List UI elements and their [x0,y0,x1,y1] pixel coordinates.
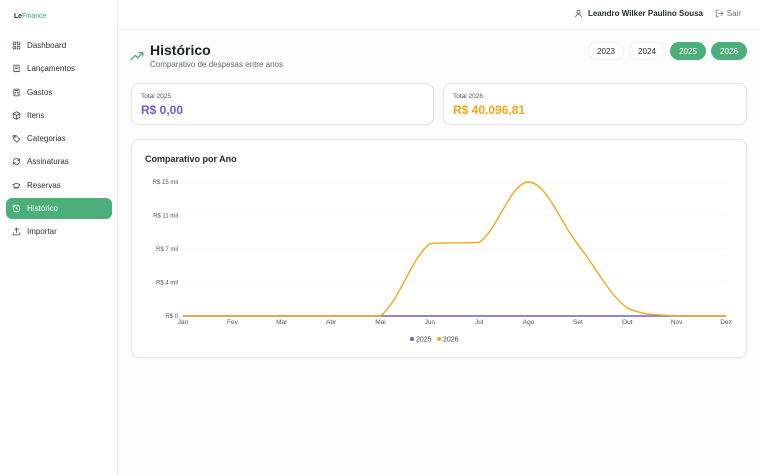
x-tick-label: Jul [475,319,484,326]
app-logo[interactable]: LeFinance [14,13,47,20]
y-tick-label: R$ 0 [165,314,178,320]
sidebar-item-itens[interactable]: Itens [6,105,112,126]
x-tick-label: Mai [375,319,385,326]
logout-label: Sair [726,9,741,18]
upload-icon [12,227,21,236]
page-title: Histórico [150,42,211,58]
sidebar-item-label: Lançamentos [27,64,76,74]
total-label: Total 2025 [141,93,171,100]
x-tick-label: Mar [276,319,288,326]
receipt-icon [13,65,20,73]
sidebar-nav: Dashboard Lançamentos Gastos Itens Categoria… [6,35,112,244]
tag-icon [12,135,21,143]
y-tick-label: R$ 11 mil [153,214,178,220]
top-bar: Leandro Wilker Paulino Sousa Sair [118,0,760,30]
logout-icon [715,9,724,18]
x-tick-label: Fev [227,319,239,326]
history-icon [12,204,21,212]
user-name: Leandro Wilker Paulino Sousa [587,9,703,18]
legend-marker-2025 [410,337,414,341]
x-tick-label: Nov [671,319,683,326]
x-tick-label: Dez [720,319,732,326]
total-value: R$ 40.096,81 [453,103,526,117]
legend-label-2025: 2025 [416,337,432,344]
total-label: Total 2026 [453,93,483,100]
trending-up-icon [130,51,144,61]
sidebar-item-categorias[interactable]: Categorias [6,128,112,149]
year-filter: 2023 2024 2025 2026 [588,42,747,60]
refresh-icon [13,158,20,166]
chart-title: Comparativo por Ano [145,154,237,164]
y-tick-label: R$ 4 mil [156,281,178,287]
user-icon [575,10,582,18]
chart-card: Comparativo por Ano R$ 0 R$ 4 mil R$ 7 mil… [131,139,747,358]
year-button-2026[interactable]: 2026 [711,42,747,60]
y-tick-label: R$ 7 mil [156,247,178,253]
year-button-2024[interactable]: 2024 [629,42,665,60]
page-subtitle: Comparativo de despesas entre anos [150,60,283,69]
dashboard-icon [12,41,21,50]
sidebar-item-lancamentos[interactable]: Lançamentos [6,58,112,79]
sidebar-item-label: Reservas [27,180,61,190]
legend-label-2026: 2026 [443,337,459,344]
sidebar-item-dashboard[interactable]: Dashboard [6,35,112,56]
x-tick-label: Jan [178,319,189,326]
x-tick-label: Abr [326,319,337,326]
x-tick-label: Out [622,319,633,326]
sidebar-item-label: Dashboard [27,41,67,50]
sidebar-item-label: Gastos [27,87,53,97]
total-card-2025: Total 2025 R$ 0,00 [131,83,434,125]
x-tick-label: Set [573,319,583,326]
year-button-2023[interactable]: 2023 [588,42,624,60]
y-tick-label: R$ 15 mil [153,180,178,186]
comparison-line-chart: R$ 0 R$ 4 mil R$ 7 mil R$ 11 mil R$ 15 mil Ja… [153,180,732,344]
year-button-2025[interactable]: 2025 [670,42,706,60]
logout-button[interactable]: Sair [715,9,741,18]
total-card-2026: Total 2026 R$ 40.096,81 [443,83,747,125]
sidebar-item-reservas[interactable]: Reservas [6,175,112,196]
sidebar-item-historico[interactable]: Histórico [6,197,112,219]
series-line-2026 [182,181,726,317]
sidebar-item-assinaturas[interactable]: Assinaturas [6,151,112,172]
x-tick-label: Ago [523,319,535,326]
total-value: R$ 0,00 [141,103,184,117]
sidebar-item-label: Categorias [27,134,66,143]
legend-marker-2026 [437,337,441,341]
sidebar-item-label: Assinaturas [27,157,69,167]
x-tick-label: Jun [425,319,436,326]
sidebar-item-label: Histórico [27,203,59,213]
calculator-icon [13,88,20,96]
sidebar: LeFinance Dashboard Lançamentos Gastos Iten… [0,0,118,475]
sidebar-item-label: Itens [27,110,45,120]
package-icon [12,111,21,120]
user-info: Leandro Wilker Paulino Sousa [574,9,703,18]
sidebar-item-importar[interactable]: Importar [6,221,112,242]
sidebar-item-label: Importar [27,227,57,236]
piggy-bank-icon [12,182,20,188]
sidebar-item-gastos[interactable]: Gastos [6,82,112,103]
